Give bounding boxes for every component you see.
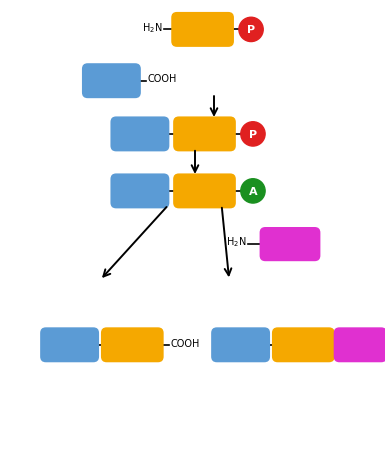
Text: H$_2$N: H$_2$N <box>226 235 247 249</box>
FancyBboxPatch shape <box>260 228 321 262</box>
Circle shape <box>241 179 265 204</box>
Text: P: P <box>249 130 257 140</box>
Circle shape <box>241 122 265 147</box>
FancyBboxPatch shape <box>40 328 99 363</box>
FancyBboxPatch shape <box>211 328 270 363</box>
Text: P: P <box>247 25 255 35</box>
Circle shape <box>239 18 263 42</box>
Text: H$_2$N: H$_2$N <box>142 21 163 35</box>
FancyBboxPatch shape <box>173 117 236 152</box>
Text: A: A <box>249 187 257 197</box>
FancyBboxPatch shape <box>173 174 236 209</box>
Text: COOH: COOH <box>147 74 177 84</box>
FancyBboxPatch shape <box>82 64 141 99</box>
FancyBboxPatch shape <box>334 328 387 363</box>
Text: COOH: COOH <box>170 338 200 348</box>
FancyBboxPatch shape <box>171 13 234 48</box>
FancyBboxPatch shape <box>110 117 169 152</box>
FancyBboxPatch shape <box>110 174 169 209</box>
FancyBboxPatch shape <box>272 328 335 363</box>
FancyBboxPatch shape <box>101 328 164 363</box>
